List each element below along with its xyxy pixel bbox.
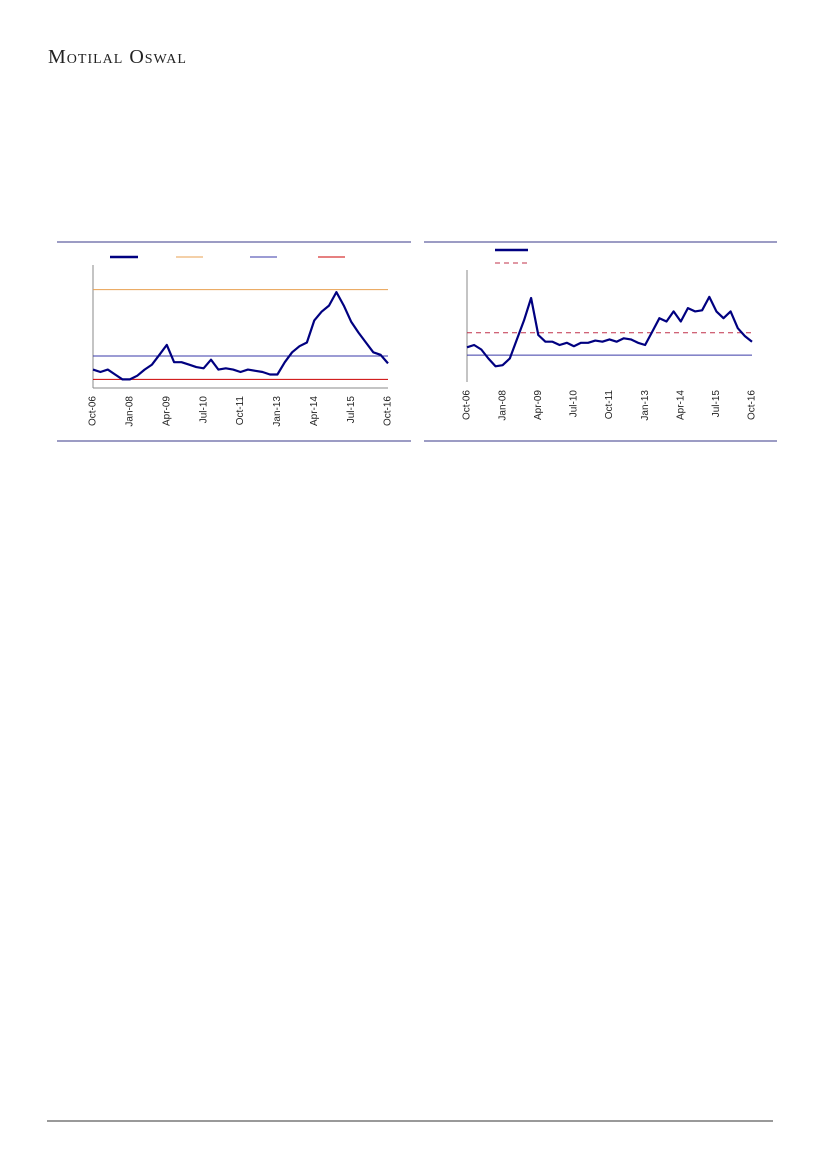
x-tick-label: Jan-08: [125, 396, 136, 427]
x-tick-label: Apr-09: [161, 396, 172, 426]
x-tick-label: Jul-10: [198, 396, 209, 424]
x-tick-label: Oct-06: [462, 390, 473, 420]
x-tick-label: Jan-13: [640, 390, 651, 421]
x-tick-label: Jan-08: [497, 390, 508, 421]
x-tick-label: Apr-14: [309, 396, 320, 426]
x-tick-label: Oct-11: [604, 390, 615, 420]
x-tick-label: Jul-15: [711, 390, 722, 418]
x-tick-label: Jan-13: [272, 396, 283, 427]
x-tick-label: Oct-16: [747, 390, 758, 420]
series-line: [466, 295, 753, 368]
x-tick-label: Oct-11: [235, 396, 246, 426]
x-tick-label: Apr-14: [675, 390, 686, 420]
series-line: [92, 291, 389, 381]
brand: Motilal Oswal: [48, 46, 187, 68]
x-tick-label: Jul-10: [569, 390, 580, 418]
x-tick-label: Jul-15: [346, 396, 357, 424]
x-tick-label: Apr-09: [533, 390, 544, 420]
x-tick-label: Oct-06: [88, 396, 99, 426]
x-tick-label: Oct-16: [383, 396, 394, 426]
